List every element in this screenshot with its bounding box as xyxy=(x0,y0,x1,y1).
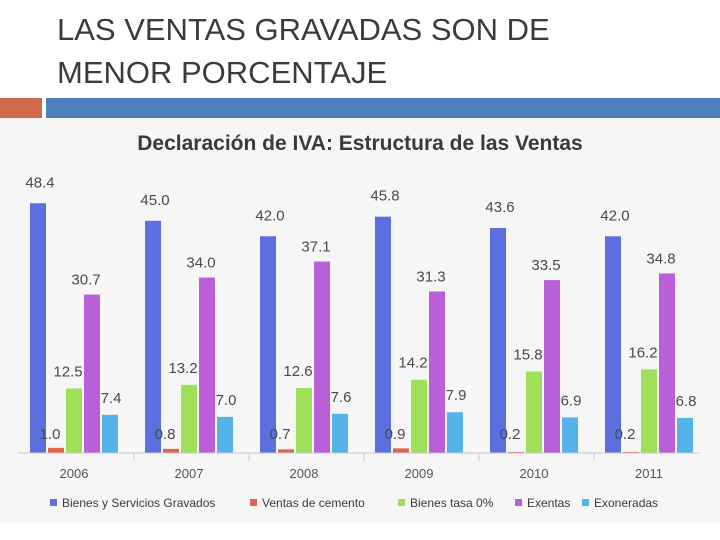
bar-ventas-de-cemento-2008 xyxy=(278,449,294,453)
value-label-bienes-y-servicios-gravados-2008: 42.0 xyxy=(255,207,284,224)
value-label-exentas-2006: 30.7 xyxy=(71,272,100,289)
category-label-2010: 2010 xyxy=(520,466,549,481)
bar-exoneradas-2007 xyxy=(217,416,233,453)
bar-exoneradas-2008 xyxy=(332,413,348,453)
value-label-exoneradas-2007: 7.0 xyxy=(216,392,237,409)
chart-title: Declaración de IVA: Estructura de las Ve… xyxy=(137,132,582,155)
value-label-exoneradas-2010: 6.9 xyxy=(561,392,582,409)
legend-swatch-exoneradas xyxy=(582,499,589,506)
legend-label-bienes-tasa-0: Bienes tasa 0% xyxy=(410,496,494,510)
value-label-ventas-de-cemento-2008: 0.7 xyxy=(270,426,291,443)
value-label-bienes-tasa-0-2010: 15.8 xyxy=(513,346,542,363)
value-label-bienes-y-servicios-gravados-2009: 45.8 xyxy=(370,188,399,205)
value-label-exentas-2007: 34.0 xyxy=(186,255,215,272)
category-label-2006: 2006 xyxy=(60,466,89,481)
bar-bienes-y-servicios-gravados-2007 xyxy=(145,220,161,453)
value-label-bienes-tasa-0-2011: 16.2 xyxy=(628,344,657,361)
legend-label-bienes-y-servicios-gravados: Bienes y Servicios Gravados xyxy=(62,496,215,510)
category-label-2009: 2009 xyxy=(405,466,434,481)
bar-exentas-2010 xyxy=(544,280,560,453)
category-labels-layer: 2006 2007 2008 2009 2010 2011 xyxy=(60,453,663,481)
value-label-bienes-y-servicios-gravados-2006: 48.4 xyxy=(25,174,54,191)
value-label-exentas-2011: 34.8 xyxy=(646,250,675,267)
category-label-2008: 2008 xyxy=(290,466,319,481)
value-label-exoneradas-2011: 6.8 xyxy=(676,393,697,410)
bar-bienes-tasa-0-2006 xyxy=(66,388,82,453)
bar-bienes-tasa-0-2009 xyxy=(411,379,427,453)
value-label-bienes-tasa-0-2008: 12.6 xyxy=(283,363,312,380)
bar-ventas-de-cemento-2006 xyxy=(48,447,64,453)
value-label-bienes-tasa-0-2006: 12.5 xyxy=(53,364,82,381)
bar-bienes-y-servicios-gravados-2008 xyxy=(260,236,276,453)
bar-ventas-de-cemento-2010 xyxy=(508,451,524,453)
bar-bienes-y-servicios-gravados-2011 xyxy=(605,236,621,453)
value-label-ventas-de-cemento-2006: 1.0 xyxy=(40,426,61,443)
value-label-exoneradas-2009: 7.9 xyxy=(446,387,467,404)
bar-bienes-y-servicios-gravados-2009 xyxy=(375,216,391,453)
value-label-ventas-de-cemento-2010: 0.2 xyxy=(500,426,521,443)
category-label-2011: 2011 xyxy=(635,466,663,481)
bar-exentas-2009 xyxy=(429,291,445,453)
value-label-bienes-y-servicios-gravados-2010: 43.6 xyxy=(485,199,514,216)
chart-legend: Bienes y Servicios Gravados Ventas de cem… xyxy=(50,496,658,510)
chart-background xyxy=(0,118,720,522)
legend-label-exoneradas: Exoneradas xyxy=(594,496,658,510)
bar-exentas-2008 xyxy=(314,261,330,453)
bar-bienes-y-servicios-gravados-2006 xyxy=(30,203,46,453)
value-label-ventas-de-cemento-2011: 0.2 xyxy=(615,426,636,443)
value-label-ventas-de-cemento-2007: 0.8 xyxy=(155,426,176,443)
sales-structure-chart: Declaración de IVA: Estructura de las Ve… xyxy=(18,132,700,510)
category-label-2007: 2007 xyxy=(175,466,204,481)
value-label-bienes-y-servicios-gravados-2007: 45.0 xyxy=(140,192,169,209)
bar-bienes-tasa-0-2011 xyxy=(641,369,657,453)
accent-bar-left xyxy=(0,98,42,118)
bar-ventas-de-cemento-2007 xyxy=(163,448,179,453)
value-label-bienes-y-servicios-gravados-2011: 42.0 xyxy=(600,207,629,224)
accent-bar-right xyxy=(46,98,720,118)
legend-swatch-ventas-de-cemento xyxy=(250,499,257,506)
bar-exoneradas-2009 xyxy=(447,412,463,453)
bar-exentas-2007 xyxy=(199,277,215,453)
legend-label-exentas: Exentas xyxy=(527,496,570,510)
legend-swatch-exentas xyxy=(515,499,522,506)
legend-label-ventas-de-cemento: Ventas de cemento xyxy=(262,496,365,510)
slide-title: LAS VENTAS GRAVADAS SON DE MENOR PORCENT… xyxy=(57,8,697,94)
bar-exoneradas-2010 xyxy=(562,417,578,453)
value-label-exentas-2010: 33.5 xyxy=(531,257,560,274)
value-label-exentas-2008: 37.1 xyxy=(301,239,330,256)
value-label-exoneradas-2006: 7.4 xyxy=(101,390,122,407)
bar-bienes-y-servicios-gravados-2010 xyxy=(490,228,506,453)
slide-title-line-1: LAS VENTAS GRAVADAS SON DE xyxy=(57,12,550,47)
bar-ventas-de-cemento-2009 xyxy=(393,448,409,453)
bar-exentas-2006 xyxy=(84,294,100,453)
bar-exentas-2011 xyxy=(659,273,675,453)
value-label-exentas-2009: 31.3 xyxy=(416,268,445,285)
value-label-bienes-tasa-0-2009: 14.2 xyxy=(398,355,427,372)
legend-swatch-bienes-tasa-0 xyxy=(398,499,405,506)
bar-ventas-de-cemento-2011 xyxy=(623,451,639,453)
legend-swatch-bienes-y-servicios-gravados xyxy=(50,499,57,506)
value-labels-layer: 48.4 1.0 12.5 30.7 7.4 45.0 0.8 13.2 34.0 7.0 42.0… xyxy=(25,174,696,443)
value-label-bienes-tasa-0-2007: 13.2 xyxy=(168,360,197,377)
bar-exoneradas-2006 xyxy=(102,414,118,453)
value-label-ventas-de-cemento-2009: 0.9 xyxy=(385,426,406,443)
bars-layer xyxy=(30,203,693,453)
bar-exoneradas-2011 xyxy=(677,417,693,453)
bar-bienes-tasa-0-2008 xyxy=(296,387,312,453)
bar-bienes-tasa-0-2007 xyxy=(181,384,197,453)
value-label-exoneradas-2008: 7.6 xyxy=(331,389,352,406)
slide-title-line-2: MENOR PORCENTAJE xyxy=(57,55,388,90)
bar-bienes-tasa-0-2010 xyxy=(526,371,542,453)
